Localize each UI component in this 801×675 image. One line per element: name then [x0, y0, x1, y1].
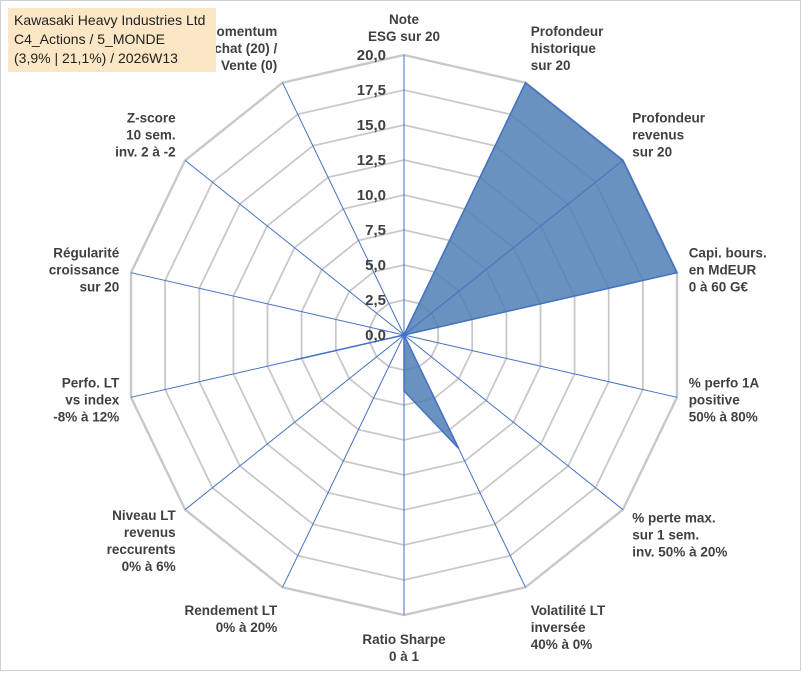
axis-label-line: 0% à 20%	[216, 620, 278, 635]
axis-label-line: Z-score	[127, 111, 176, 126]
axis-spoke	[403, 334, 526, 588]
axis-label-line: -8% à 12%	[53, 410, 119, 425]
axis-label-line: % perte max.	[632, 510, 715, 525]
title-company: Kawasaki Heavy Industries Ltd	[14, 12, 206, 28]
axis-label: Ratio Sharpe 0 à 1	[362, 632, 446, 664]
axis-label: Capi. bours. en MdEUR 0 à 60 G€	[689, 246, 767, 295]
axis-label-line: sur 20	[531, 58, 571, 73]
tick-label: 5,0	[365, 257, 386, 274]
axis-label: Perfo. LT vs index -8% à 12%	[53, 376, 120, 425]
tick-label: 0,0	[365, 327, 386, 344]
axis-label: Volatilité LT inversée 40% à 0%	[531, 603, 606, 652]
axis-spoke	[403, 272, 678, 336]
tick-label: 17,5	[357, 82, 386, 99]
axis-label-line: inversée	[531, 620, 586, 635]
axis-label-line: Momentum	[205, 24, 277, 39]
axis-label: Profondeur revenus sur 20	[632, 111, 705, 160]
axis-label: % perte max. sur 1 sem. inv. 50% à 20%	[632, 510, 727, 559]
axis-label-line: 40% à 0%	[531, 637, 593, 652]
axis-label-line: 0% à 6%	[122, 559, 176, 574]
axis-label-line: sur 20	[80, 280, 120, 295]
axis-label-line: revenus	[124, 525, 176, 540]
axis-spoke	[130, 334, 405, 398]
axis-label-line: croissance	[49, 263, 120, 278]
axis-label-line: historique	[531, 41, 597, 56]
tick-label: 12,5	[357, 152, 386, 169]
axis-label-line: % perfo 1A	[689, 376, 760, 391]
axis-label-line: inv. 50% à 20%	[632, 544, 727, 559]
axis-label-line: 0 à 1	[389, 649, 420, 664]
axis-label-line: en MdEUR	[689, 263, 757, 278]
axis-label: Niveau LT revenus reccurents 0% à 6%	[107, 508, 177, 574]
axis-label-line: Perfo. LT	[62, 376, 120, 391]
axis-label-line: revenus	[632, 128, 684, 143]
tick-label: 15,0	[357, 117, 386, 134]
axis-label-line: 50% à 80%	[689, 410, 758, 425]
axis-label: Régularité croissance sur 20	[49, 246, 120, 295]
axis-label-line: positive	[689, 393, 741, 408]
axis-spoke	[282, 82, 405, 336]
axis-label-line: 0 à 60 G€	[689, 280, 749, 295]
axis-label-line: inv. 2 à -2	[115, 145, 176, 160]
axis-label-line: Vente (0)	[221, 58, 277, 73]
axis-label-line: Volatilité LT	[531, 603, 606, 618]
axis-label-line: Niveau LT	[112, 508, 176, 523]
axis-label-line: 10 sem.	[126, 128, 176, 143]
axis-label: % perfo 1A positive 50% à 80%	[689, 376, 760, 425]
axis-label: Momentum Achat (20) / Vente (0)	[205, 24, 278, 73]
axis-label-line: Achat (20) /	[205, 41, 278, 56]
axis-label-line: Profondeur	[531, 24, 604, 39]
axis-label: Rendement LT 0% à 20%	[185, 603, 279, 635]
axis-label: Z-score 10 sem. inv. 2 à -2	[115, 111, 176, 160]
axis-label-line: Capi. bours.	[689, 246, 767, 261]
tick-label: 2,5	[365, 292, 386, 309]
tick-label: 20,0	[357, 47, 386, 64]
tick-layer: 0,0 2,5 5,0 7,5 10,0 12,5 15,0 17,5 20,0	[357, 47, 386, 344]
axis-label-line: Rendement LT	[185, 603, 279, 618]
axis-label-line: Ratio Sharpe	[362, 632, 446, 647]
axis-spoke	[184, 334, 405, 510]
axis-label: Note ESG sur 20	[368, 12, 440, 44]
axis-label: Profondeur historique sur 20	[531, 24, 604, 73]
label-layer: Note ESG sur 20 Profondeur historique sur 20…	[49, 12, 767, 664]
axis-spoke	[403, 82, 526, 336]
spoke-layer	[130, 55, 678, 615]
axis-spoke	[403, 160, 624, 336]
chart-title-box: Kawasaki Heavy Industries Ltd C4_Actions…	[8, 8, 216, 72]
axis-label-line: Profondeur	[632, 111, 705, 126]
axis-spoke	[403, 334, 678, 398]
axis-spoke	[184, 160, 405, 336]
axis-label-line: sur 1 sem.	[632, 527, 699, 542]
axis-spoke	[130, 272, 405, 336]
axis-label-line: Régularité	[53, 246, 120, 261]
title-stats: (3,9% | 21,1%) / 2026W13	[14, 50, 178, 66]
axis-label-line: sur 20	[632, 145, 672, 160]
axis-label-line: ESG sur 20	[368, 29, 440, 44]
axis-spoke	[282, 334, 405, 588]
axis-label-line: reccurents	[107, 542, 176, 557]
axis-label-line: Note	[389, 12, 419, 27]
tick-label: 7,5	[365, 222, 386, 239]
axis-spoke	[403, 334, 624, 510]
title-portfolio: C4_Actions / 5_MONDE	[14, 31, 165, 47]
tick-label: 10,0	[357, 187, 386, 204]
axis-label-line: vs index	[65, 393, 120, 408]
